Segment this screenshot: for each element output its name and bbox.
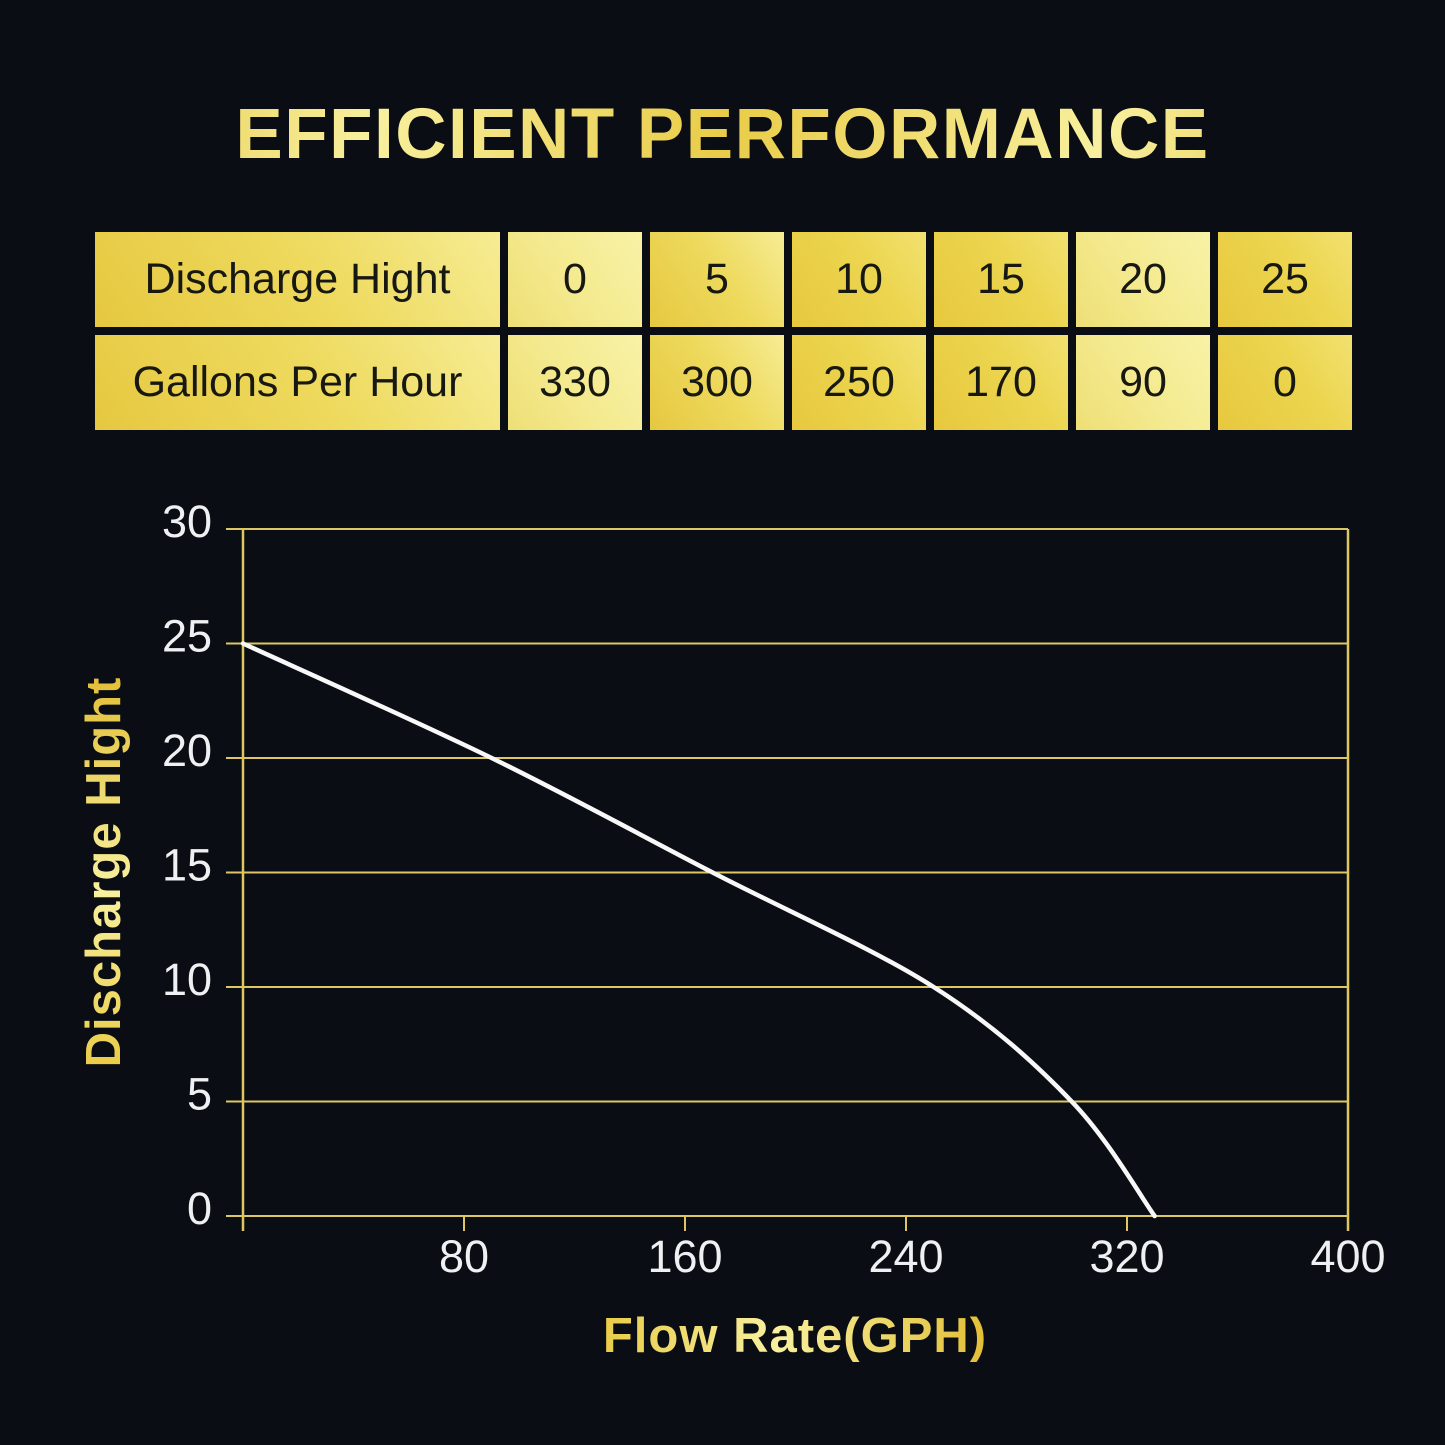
table-cell: 330 [508,335,642,430]
y-tick-label: 20 [162,725,212,776]
y-tick-label: 0 [187,1183,212,1234]
y-tick-label: 25 [162,611,212,662]
x-axis-label: Flow Rate(GPH) [603,1309,987,1363]
tick-labels: 30 25 20 15 10 5 0 80 160 240 320 400 [162,496,1386,1282]
x-tick-label: 240 [868,1231,943,1282]
x-tick-label: 400 [1310,1231,1385,1282]
page-title: EFFICIENT PERFORMANCE [0,94,1445,175]
table-cell: 5 [650,232,784,327]
y-tick-label: 5 [187,1069,212,1120]
table-row-header: Discharge Hight [95,232,500,327]
x-tick-label: 160 [647,1231,722,1282]
x-tick-label: 320 [1089,1231,1164,1282]
table-cell: 0 [508,232,642,327]
table-cell: 250 [792,335,926,430]
performance-curve [240,641,1157,1219]
axes [241,529,1350,1231]
table-cell: 170 [934,335,1068,430]
table-cell: 25 [1218,232,1352,327]
table-cell: 0 [1218,335,1352,430]
table-cell: 90 [1076,335,1210,430]
table-cell: 15 [934,232,1068,327]
x-tick-label: 80 [439,1231,489,1282]
y-tick-label: 10 [162,954,212,1005]
table-cell: 20 [1076,232,1210,327]
performance-table: Discharge Hight 0 5 10 15 20 25 Gallons … [95,232,1352,430]
table-cell: 300 [650,335,784,430]
table-row-header: Gallons Per Hour [95,335,500,430]
y-tick-label: 15 [162,840,212,891]
gridlines [226,528,1349,1231]
y-axis-label: Discharge Hight [77,677,131,1068]
y-tick-label: 30 [162,496,212,547]
table-cell: 10 [792,232,926,327]
